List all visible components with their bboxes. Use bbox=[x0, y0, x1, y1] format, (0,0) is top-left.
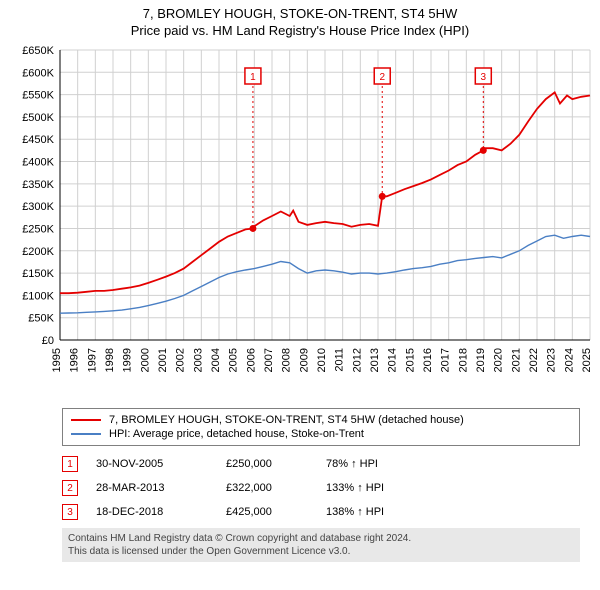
sales-badge: 3 bbox=[62, 504, 78, 520]
sales-row: 2 28-MAR-2013£322,000133% ↑ HPI bbox=[62, 476, 580, 500]
footer-line2: This data is licensed under the Open Gov… bbox=[68, 545, 574, 558]
marker-badge-number: 1 bbox=[250, 72, 256, 83]
y-tick-label: £300K bbox=[22, 201, 54, 213]
x-tick-label: 2024 bbox=[563, 348, 575, 372]
x-tick-label: 2017 bbox=[440, 348, 452, 372]
y-tick-label: £0 bbox=[42, 335, 54, 347]
y-tick-label: £550K bbox=[22, 90, 54, 102]
x-tick-label: 2018 bbox=[457, 348, 469, 372]
y-tick-label: £500K bbox=[22, 112, 54, 124]
x-tick-label: 2008 bbox=[281, 348, 293, 372]
footer-attribution: Contains HM Land Registry data © Crown c… bbox=[62, 528, 580, 562]
sales-price: £425,000 bbox=[226, 506, 326, 518]
x-tick-label: 2021 bbox=[510, 348, 522, 372]
x-tick-label: 2009 bbox=[298, 348, 310, 372]
x-tick-label: 2012 bbox=[351, 348, 363, 372]
x-tick-label: 2014 bbox=[387, 348, 399, 372]
x-tick-label: 2011 bbox=[334, 348, 346, 372]
y-tick-label: £50K bbox=[28, 313, 54, 325]
line-chart: £0 £50K £100K £150K £200K £250K £300K £350K £400… bbox=[0, 40, 600, 400]
x-tick-label: 2016 bbox=[422, 348, 434, 372]
marker-point bbox=[249, 225, 256, 232]
sales-hpi: 138% ↑ HPI bbox=[326, 506, 446, 518]
sales-date: 18-DEC-2018 bbox=[96, 506, 226, 518]
legend-label: HPI: Average price, detached house, Stok… bbox=[109, 428, 364, 440]
x-tick-label: 1997 bbox=[86, 348, 98, 372]
x-tick-label: 1999 bbox=[122, 348, 134, 372]
marker-point bbox=[379, 193, 386, 200]
legend-swatch bbox=[71, 419, 101, 421]
marker-badge-number: 2 bbox=[379, 72, 385, 83]
legend-item: HPI: Average price, detached house, Stok… bbox=[71, 427, 571, 441]
y-tick-label: £200K bbox=[22, 246, 54, 258]
sales-price: £322,000 bbox=[226, 482, 326, 494]
x-tick-label: 2019 bbox=[475, 348, 487, 372]
y-tick-label: £400K bbox=[22, 157, 54, 169]
title-address: 7, BROMLEY HOUGH, STOKE-ON-TRENT, ST4 5H… bbox=[0, 6, 600, 21]
sales-row: 3 18-DEC-2018£425,000138% ↑ HPI bbox=[62, 500, 580, 524]
x-tick-label: 2015 bbox=[404, 348, 416, 372]
legend-item: 7, BROMLEY HOUGH, STOKE-ON-TRENT, ST4 5H… bbox=[71, 413, 571, 427]
sales-badge: 1 bbox=[62, 456, 78, 472]
title-area: 7, BROMLEY HOUGH, STOKE-ON-TRENT, ST4 5H… bbox=[0, 0, 600, 40]
sales-date: 28-MAR-2013 bbox=[96, 482, 226, 494]
legend-swatch bbox=[71, 433, 101, 435]
x-tick-label: 2020 bbox=[493, 348, 505, 372]
sales-table: 1 30-NOV-2005£250,00078% ↑ HPI 2 28-MAR-201… bbox=[62, 452, 580, 524]
y-tick-label: £250K bbox=[22, 223, 54, 235]
sales-hpi: 133% ↑ HPI bbox=[326, 482, 446, 494]
sales-date: 30-NOV-2005 bbox=[96, 458, 226, 470]
x-tick-label: 2007 bbox=[263, 348, 275, 372]
sales-price: £250,000 bbox=[226, 458, 326, 470]
sales-row: 1 30-NOV-2005£250,00078% ↑ HPI bbox=[62, 452, 580, 476]
title-subtitle: Price paid vs. HM Land Registry's House … bbox=[0, 23, 600, 38]
y-tick-label: £450K bbox=[22, 134, 54, 146]
legend: 7, BROMLEY HOUGH, STOKE-ON-TRENT, ST4 5H… bbox=[62, 408, 580, 446]
x-tick-label: 2004 bbox=[210, 348, 222, 372]
y-tick-label: £600K bbox=[22, 67, 54, 79]
x-tick-label: 2013 bbox=[369, 348, 381, 372]
x-tick-label: 1996 bbox=[69, 348, 81, 372]
x-tick-label: 2025 bbox=[581, 348, 593, 372]
sales-hpi: 78% ↑ HPI bbox=[326, 458, 446, 470]
x-tick-label: 2006 bbox=[245, 348, 257, 372]
legend-label: 7, BROMLEY HOUGH, STOKE-ON-TRENT, ST4 5H… bbox=[109, 414, 464, 426]
x-tick-label: 2023 bbox=[546, 348, 558, 372]
chart-container: 7, BROMLEY HOUGH, STOKE-ON-TRENT, ST4 5H… bbox=[0, 0, 600, 562]
marker-badge-number: 3 bbox=[481, 72, 487, 83]
chart-area: £0 £50K £100K £150K £200K £250K £300K £350K £400… bbox=[0, 40, 600, 400]
x-tick-label: 2010 bbox=[316, 348, 328, 372]
x-tick-label: 2022 bbox=[528, 348, 540, 372]
y-tick-label: £150K bbox=[22, 268, 54, 280]
x-tick-label: 1998 bbox=[104, 348, 116, 372]
footer-line1: Contains HM Land Registry data © Crown c… bbox=[68, 532, 574, 545]
x-tick-label: 2000 bbox=[139, 348, 151, 372]
y-tick-label: £650K bbox=[22, 45, 54, 57]
x-tick-label: 2003 bbox=[192, 348, 204, 372]
x-tick-label: 2001 bbox=[157, 348, 169, 372]
x-tick-label: 1995 bbox=[51, 348, 63, 372]
sales-badge: 2 bbox=[62, 480, 78, 496]
marker-point bbox=[480, 147, 487, 154]
y-tick-label: £350K bbox=[22, 179, 54, 191]
x-tick-label: 2002 bbox=[175, 348, 187, 372]
y-tick-label: £100K bbox=[22, 290, 54, 302]
x-tick-label: 2005 bbox=[228, 348, 240, 372]
